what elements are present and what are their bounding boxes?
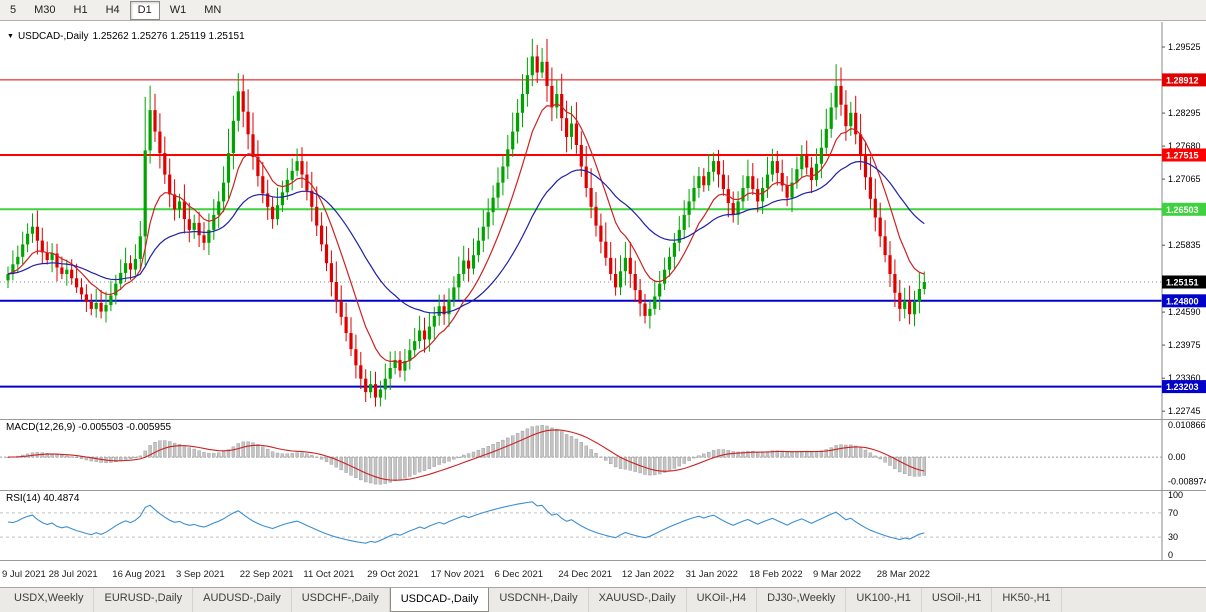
timeframe-h4[interactable]: H4 <box>105 3 120 16</box>
tab-ukoil-h4[interactable]: UKOil-,H4 <box>687 588 758 612</box>
svg-text:1.23360: 1.23360 <box>1168 373 1201 383</box>
tab-usdcnh-daily[interactable]: USDCNH-,Daily <box>489 588 589 612</box>
svg-text:1.25151: 1.25151 <box>1166 278 1199 288</box>
price-badge: 1.26503 <box>1162 202 1206 216</box>
svg-text:1.25835: 1.25835 <box>1168 240 1201 250</box>
svg-text:1.27680: 1.27680 <box>1168 141 1201 151</box>
time-label: 16 Aug 2021 <box>112 569 166 580</box>
price-badge: 1.24800 <box>1162 294 1206 308</box>
price-badge: 1.28912 <box>1162 73 1206 87</box>
svg-text:0.010866: 0.010866 <box>1168 420 1206 430</box>
tab-usdx-weekly[interactable]: USDX,Weekly <box>4 588 95 612</box>
price-badge: 1.23203 <box>1162 380 1206 394</box>
svg-text:1.23203: 1.23203 <box>1166 382 1199 392</box>
macd-axis[interactable]: 0.010866 0.00 -0.008974 <box>1161 419 1206 490</box>
svg-text:1.27065: 1.27065 <box>1168 174 1201 184</box>
svg-text:1.24590: 1.24590 <box>1168 307 1201 317</box>
tab-hk50-h1[interactable]: HK50-,H1 <box>992 588 1062 612</box>
time-label: 9 Mar 2022 <box>813 569 862 580</box>
rsi-indicator-panel[interactable]: 100 70 30 0 <box>0 490 1206 560</box>
tab-dj30-weekly[interactable]: DJ30-,Weekly <box>757 588 847 612</box>
main-price-chart[interactable]: 1.29525 1.28295 1.27680 1.27065 1.25835 1.245… <box>0 22 1206 419</box>
svg-text:100: 100 <box>1168 490 1183 500</box>
time-label: 12 Jan 2022 <box>621 569 675 580</box>
svg-text:1.29525: 1.29525 <box>1168 42 1201 52</box>
svg-text:1.24800: 1.24800 <box>1166 296 1199 306</box>
macd-histogram <box>6 424 926 485</box>
time-label: 22 Sep 2021 <box>239 569 294 580</box>
svg-text:1.27515: 1.27515 <box>1166 151 1199 161</box>
time-label: 9 Jul 2021 <box>2 569 46 580</box>
time-label: 11 Oct 2021 <box>303 569 355 580</box>
tab-uk100-h1[interactable]: UK100-,H1 <box>846 588 922 612</box>
timeframe-toolbar: 5 M30 H1 H4 D1 W1 MN <box>0 0 1206 21</box>
time-label: 18 Feb 2022 <box>749 569 803 580</box>
svg-text:70: 70 <box>1168 508 1178 518</box>
svg-text:1.26503: 1.26503 <box>1166 205 1199 215</box>
timeframe-w1[interactable]: W1 <box>169 3 187 16</box>
macd-indicator-panel[interactable]: 0.010866 0.00 -0.008974 <box>0 419 1206 490</box>
symbol-dropdown-icon[interactable]: ▼ <box>7 32 14 40</box>
time-label: 17 Nov 2021 <box>430 569 485 580</box>
rsi-indicator-label: RSI(14) 40.4874 <box>6 493 80 504</box>
time-label: 6 Dec 2021 <box>494 569 544 580</box>
time-label: 29 Oct 2021 <box>367 569 419 580</box>
tab-usoil-h1[interactable]: USOil-,H1 <box>922 588 993 612</box>
svg-text:1.28295: 1.28295 <box>1168 108 1201 118</box>
price-badge: 1.27515 <box>1162 148 1206 162</box>
timeframe-m30[interactable]: M30 <box>34 3 56 16</box>
svg-text:1.28912: 1.28912 <box>1166 75 1199 85</box>
symbol-tab-bar: USDX,Weekly EURUSD-,Daily AUDUSD-,Daily USD… <box>0 587 1206 612</box>
chart-ohlc-values: 1.25262 1.25276 1.25119 1.25151 <box>92 31 245 42</box>
tab-eurusd-daily[interactable]: EURUSD-,Daily <box>94 588 194 612</box>
svg-text:0: 0 <box>1168 550 1173 560</box>
tab-xauusd-daily[interactable]: XAUUSD-,Daily <box>589 588 687 612</box>
time-label: 24 Dec 2021 <box>558 569 613 580</box>
chart-symbol-label: USDCAD-,Daily <box>17 31 89 42</box>
time-label: 31 Jan 2022 <box>685 569 738 580</box>
tab-usdcad-daily[interactable]: USDCAD-,Daily <box>389 588 490 612</box>
timeframe-5[interactable]: 5 <box>10 3 17 16</box>
price-axis[interactable]: 1.29525 1.28295 1.27680 1.27065 1.25835 1.245… <box>1161 22 1206 419</box>
chart-title: ▼ USDCAD-,Daily 1.25262 1.25276 1.25119 … <box>7 31 245 42</box>
svg-text:30: 30 <box>1168 532 1178 542</box>
time-label: 28 Jul 2021 <box>48 569 98 580</box>
rsi-axis[interactable]: 100 70 30 0 <box>1161 490 1183 560</box>
timeframe-d1[interactable]: D1 <box>129 0 160 20</box>
candles <box>6 38 926 407</box>
timeframe-mn[interactable]: MN <box>204 3 222 16</box>
timeframe-h1[interactable]: H1 <box>73 3 88 16</box>
svg-text:0.00: 0.00 <box>1168 452 1186 462</box>
time-axis[interactable]: 9 Jul 2021 28 Jul 2021 16 Aug 2021 3 Sep 20… <box>0 560 1206 587</box>
svg-text:1.23975: 1.23975 <box>1168 340 1201 350</box>
svg-text:1.22745: 1.22745 <box>1168 406 1201 416</box>
svg-text:-0.008974: -0.008974 <box>1168 476 1206 486</box>
price-badge: 1.25151 <box>1162 275 1206 289</box>
time-label: 3 Sep 2021 <box>176 569 225 580</box>
tab-audusd-daily[interactable]: AUDUSD-,Daily <box>193 588 292 612</box>
time-label: 28 Mar 2022 <box>876 569 931 580</box>
tab-usdchf-daily[interactable]: USDCHF-,Daily <box>292 588 390 612</box>
macd-indicator-label: MACD(12,26,9) -0.005503 -0.005955 <box>6 422 172 433</box>
